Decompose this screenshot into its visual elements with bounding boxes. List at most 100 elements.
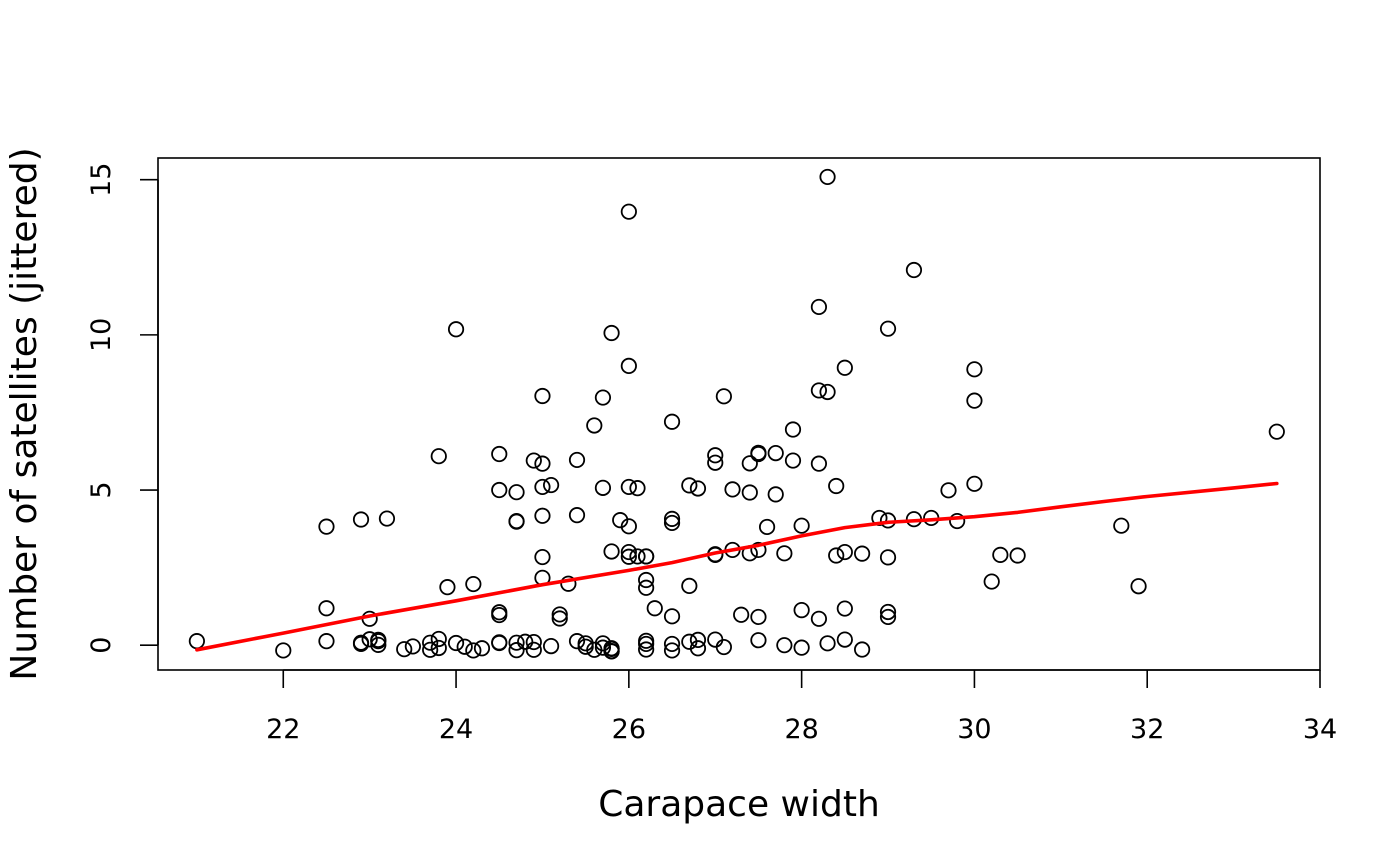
x-tick-label: 26 — [612, 714, 646, 745]
x-tick-label: 24 — [439, 714, 473, 745]
x-tick-label: 28 — [784, 714, 818, 745]
data-point — [594, 479, 612, 496]
data-point — [663, 635, 681, 653]
data-point — [793, 602, 810, 619]
data-point — [620, 548, 637, 565]
data-points — [188, 168, 1285, 660]
data-point — [793, 517, 810, 534]
data-point — [594, 389, 612, 406]
data-point — [370, 636, 387, 653]
data-point — [793, 639, 810, 656]
data-point — [767, 444, 784, 462]
data-point — [646, 600, 663, 617]
data-point — [638, 641, 655, 658]
data-point — [534, 548, 551, 566]
data-point — [638, 579, 655, 596]
data-point — [1268, 423, 1285, 440]
data-point — [361, 631, 378, 648]
data-point — [715, 388, 732, 405]
data-point — [378, 510, 396, 527]
data-point — [879, 549, 897, 566]
data-point — [491, 634, 508, 652]
data-point — [724, 481, 741, 498]
data-point — [318, 633, 335, 650]
data-point — [430, 630, 447, 648]
data-point — [681, 477, 698, 494]
data-point — [629, 480, 646, 497]
data-point — [352, 634, 370, 651]
data-point — [966, 475, 983, 492]
data-point — [758, 518, 776, 536]
x-axis: 22 24 26 28 30 32 34 — [266, 669, 1337, 745]
data-point — [1009, 547, 1026, 564]
data-point — [447, 321, 465, 338]
data-point — [603, 543, 620, 560]
data-point — [983, 573, 1000, 590]
x-tick-label: 32 — [1130, 714, 1164, 745]
data-point — [456, 638, 473, 655]
data-point — [396, 641, 413, 658]
data-point — [638, 632, 655, 649]
data-point — [776, 637, 793, 654]
data-point — [663, 608, 681, 625]
x-tick-label: 22 — [266, 714, 300, 745]
data-point — [491, 606, 508, 624]
data-point — [810, 382, 828, 399]
data-point — [188, 633, 205, 650]
data-point — [663, 413, 681, 430]
data-point — [525, 633, 542, 651]
data-point — [447, 634, 465, 652]
data-point — [879, 603, 897, 621]
data-point — [568, 633, 586, 650]
data-point — [940, 482, 957, 499]
data-point — [741, 484, 758, 501]
data-point — [810, 298, 828, 316]
data-point — [810, 455, 828, 472]
data-point — [663, 514, 681, 532]
data-point — [750, 632, 767, 649]
data-point — [465, 575, 482, 593]
data-point — [568, 451, 586, 469]
data-point — [828, 547, 845, 564]
data-point — [741, 455, 758, 472]
data-point — [534, 455, 551, 472]
data-point — [715, 638, 732, 656]
data-point — [819, 168, 836, 186]
data-point — [439, 579, 456, 596]
data-point — [603, 643, 620, 660]
data-point — [733, 606, 750, 623]
data-point — [966, 392, 983, 409]
data-point — [819, 383, 836, 401]
data-point — [836, 543, 853, 561]
data-point — [784, 421, 802, 438]
data-point — [568, 507, 586, 524]
data-point — [404, 638, 421, 655]
y-tick-label: 15 — [86, 163, 117, 197]
data-point — [854, 641, 871, 658]
data-point — [836, 600, 853, 617]
data-point — [1113, 517, 1130, 534]
data-point — [620, 203, 637, 220]
data-point — [663, 510, 681, 527]
data-point — [750, 608, 767, 626]
y-axis: 0 5 10 15 — [86, 163, 159, 654]
data-point — [318, 600, 335, 617]
data-point — [465, 642, 482, 659]
y-tick-label: 5 — [86, 481, 117, 498]
x-axis-title: Carapace width — [598, 784, 880, 825]
data-point — [370, 633, 387, 650]
data-point — [534, 478, 551, 496]
data-point — [542, 638, 560, 655]
data-point — [767, 486, 784, 503]
data-point — [430, 448, 447, 465]
data-point — [836, 359, 853, 376]
data-point — [638, 571, 655, 589]
data-point — [707, 454, 724, 471]
data-point — [776, 545, 793, 562]
y-tick-label: 10 — [86, 318, 117, 352]
data-point — [750, 445, 767, 463]
data-point — [750, 541, 767, 559]
data-point — [905, 261, 923, 279]
data-point — [508, 642, 525, 659]
